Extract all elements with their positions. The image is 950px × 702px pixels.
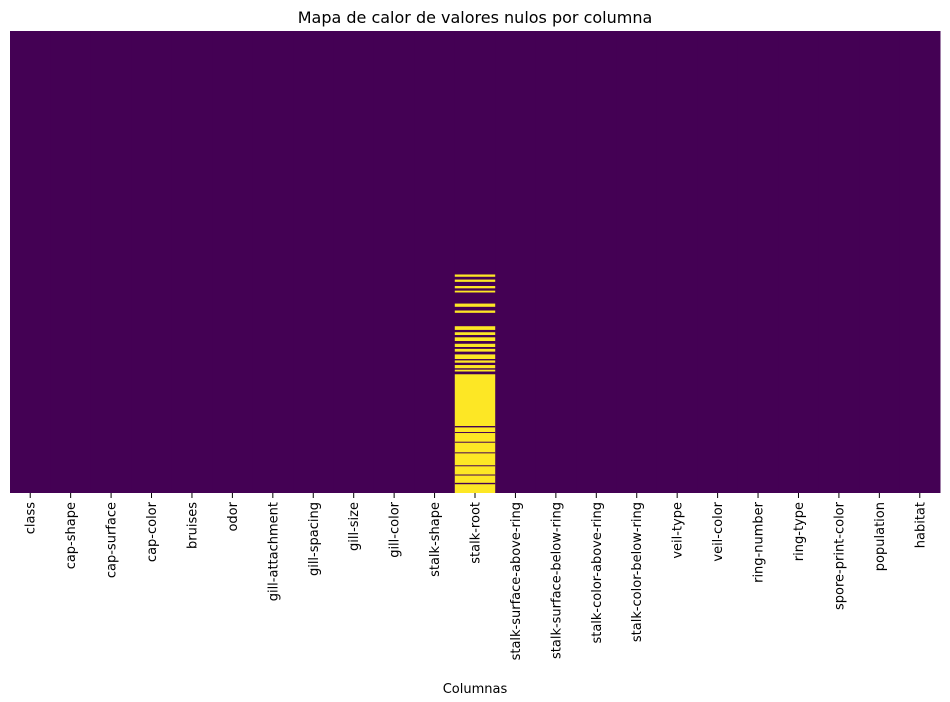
not-null-band-stalk-root [454,465,496,467]
heatmap-column-stalk-color-above-ring [576,31,618,493]
heatmap-column-ring-number [737,31,779,493]
heatmap-column-odor [212,31,254,493]
x-tick-label-stalk-surface-below-ring: stalk-surface-below-ring [549,502,564,659]
x-tick-label-gill-attachment: gill-attachment [266,502,281,601]
null-segment-stalk-root [454,369,496,372]
x-axis-label: Columnas [443,682,508,697]
heatmap-column-gill-attachment [252,31,294,493]
heatmap-column-class [10,31,51,493]
x-tick-label-stalk-color-above-ring: stalk-color-above-ring [590,502,605,644]
heatmap-column-gill-spacing [293,31,334,493]
x-tick-label-class: class [24,502,39,534]
null-segment-stalk-root [454,279,496,282]
null-segment-stalk-root [454,343,496,347]
not-null-band-stalk-root [454,482,496,485]
x-tick-label-cap-surface: cap-surface [105,502,120,578]
null-segment-stalk-root [454,274,496,277]
x-tick-label-ring-number: ring-number [752,501,767,583]
heatmap-column-cap-shape [50,31,92,493]
heatmap-column-stalk-shape [414,31,456,493]
null-segment-stalk-root [454,290,496,293]
not-null-band-stalk-root [454,426,496,428]
x-tick-label-stalk-shape: stalk-shape [428,502,443,577]
x-tick-label-habitat: habitat [913,502,928,548]
heatmap-column-gill-color [373,31,415,493]
x-tick-label-gill-spacing: gill-spacing [307,502,322,576]
x-tick-label-stalk-surface-above-ring: stalk-surface-above-ring [509,502,524,660]
not-null-band-stalk-root [454,452,496,454]
heatmap-column-cap-surface [90,31,132,493]
heatmap-column-spore-print-color [818,31,860,493]
not-null-band-stalk-root [454,441,496,443]
heatmap-column-stalk-color-below-ring [616,31,658,493]
heatmap-column-stalk-surface-above-ring [495,31,537,493]
null-segment-stalk-root [454,354,496,360]
null-segment-stalk-root [454,365,496,369]
not-null-band-stalk-root [454,474,496,476]
x-tick-label-veil-type: veil-type [671,502,686,559]
heatmap-column-ring-type [778,31,820,493]
x-tick-label-veil-color: veil-color [711,501,726,561]
heatmap-cells [10,31,941,493]
null-segment-stalk-root [454,348,496,352]
heatmap-column-cap-color [131,31,173,493]
null-segment-stalk-root [454,337,496,342]
null-segment-stalk-root [454,286,496,289]
null-segment-stalk-root [454,332,496,335]
heatmap-column-bruises [171,31,213,493]
x-tick-label-population: population [873,502,888,571]
x-tick-label-cap-shape: cap-shape [64,502,79,569]
x-tick-label-gill-size: gill-size [347,502,362,551]
x-tick-label-bruises: bruises [185,502,200,549]
heatmap-column-population [859,31,901,493]
chart-title: Mapa de calor de valores nulos por colum… [298,8,653,27]
heatmap-column-veil-type [656,31,698,493]
null-segment-stalk-root [454,303,496,307]
x-tick-label-stalk-root: stalk-root [469,502,484,564]
x-tick-label-stalk-color-below-ring: stalk-color-below-ring [630,502,645,642]
heatmap-column-stalk-surface-below-ring [535,31,577,493]
x-tick-label-odor: odor [226,501,241,531]
not-null-band-stalk-root [454,432,496,434]
x-tick-label-gill-color: gill-color [388,501,403,557]
null-segment-stalk-root [454,326,496,330]
null-segment-stalk-root [454,310,496,313]
null-segment-stalk-root [454,374,496,493]
x-tick-label-ring-type: ring-type [792,502,807,561]
x-axis-ticks: class cap-shape cap-surface cap-color bruise… [24,493,928,660]
x-tick-label-cap-color: cap-color [145,501,160,562]
x-tick-label-spore-print-color: spore-print-color [832,501,847,610]
null-segment-stalk-root [454,360,496,363]
heatmap-column-habitat [899,31,941,493]
heatmap-column-gill-size [333,31,375,493]
heatmap-column-veil-color [697,31,739,493]
